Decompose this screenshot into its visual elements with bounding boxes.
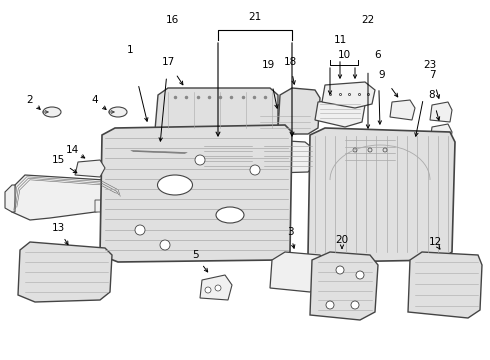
Text: 4: 4 (92, 95, 98, 105)
Text: 6: 6 (375, 50, 381, 60)
Polygon shape (75, 160, 105, 177)
Polygon shape (405, 140, 428, 156)
Circle shape (336, 266, 344, 274)
Circle shape (250, 165, 260, 175)
Text: 9: 9 (379, 70, 385, 80)
Text: 3: 3 (287, 227, 294, 237)
Polygon shape (125, 138, 195, 174)
Circle shape (356, 271, 364, 279)
Circle shape (160, 240, 170, 250)
Polygon shape (430, 124, 452, 144)
Text: 12: 12 (428, 237, 441, 247)
Polygon shape (200, 275, 232, 300)
Polygon shape (18, 242, 112, 302)
Polygon shape (200, 140, 255, 173)
Ellipse shape (216, 207, 244, 223)
Text: 8: 8 (429, 90, 435, 100)
Text: 11: 11 (333, 35, 346, 45)
Polygon shape (340, 132, 400, 170)
Text: 15: 15 (51, 155, 65, 165)
Text: 7: 7 (429, 70, 435, 80)
Polygon shape (310, 252, 378, 320)
Circle shape (215, 285, 221, 291)
Polygon shape (270, 252, 325, 292)
Polygon shape (308, 128, 455, 262)
Polygon shape (408, 252, 482, 318)
Polygon shape (100, 125, 292, 262)
Polygon shape (5, 185, 15, 212)
Text: 18: 18 (283, 57, 296, 67)
Polygon shape (322, 82, 375, 108)
Polygon shape (155, 88, 278, 136)
Text: 23: 23 (423, 60, 437, 70)
Text: 2: 2 (26, 95, 33, 105)
Text: 10: 10 (338, 50, 350, 60)
Polygon shape (390, 100, 415, 120)
Text: 1: 1 (127, 45, 133, 55)
Text: 20: 20 (336, 235, 348, 245)
Text: 17: 17 (161, 57, 174, 67)
Circle shape (326, 301, 334, 309)
Polygon shape (315, 98, 365, 127)
Text: 21: 21 (248, 12, 262, 22)
Circle shape (195, 155, 205, 165)
Circle shape (205, 287, 211, 293)
Circle shape (135, 225, 145, 235)
Polygon shape (12, 175, 122, 220)
Polygon shape (278, 88, 320, 134)
Polygon shape (260, 140, 315, 173)
Text: 16: 16 (166, 15, 179, 25)
Text: 13: 13 (51, 223, 65, 233)
Ellipse shape (157, 175, 193, 195)
Text: 19: 19 (261, 60, 274, 70)
Text: 5: 5 (192, 250, 198, 260)
Ellipse shape (43, 107, 61, 117)
Polygon shape (95, 200, 120, 212)
Ellipse shape (109, 107, 127, 117)
Text: 22: 22 (362, 15, 375, 25)
Text: 14: 14 (65, 145, 78, 155)
Circle shape (351, 301, 359, 309)
Polygon shape (430, 102, 452, 122)
Polygon shape (255, 112, 315, 134)
